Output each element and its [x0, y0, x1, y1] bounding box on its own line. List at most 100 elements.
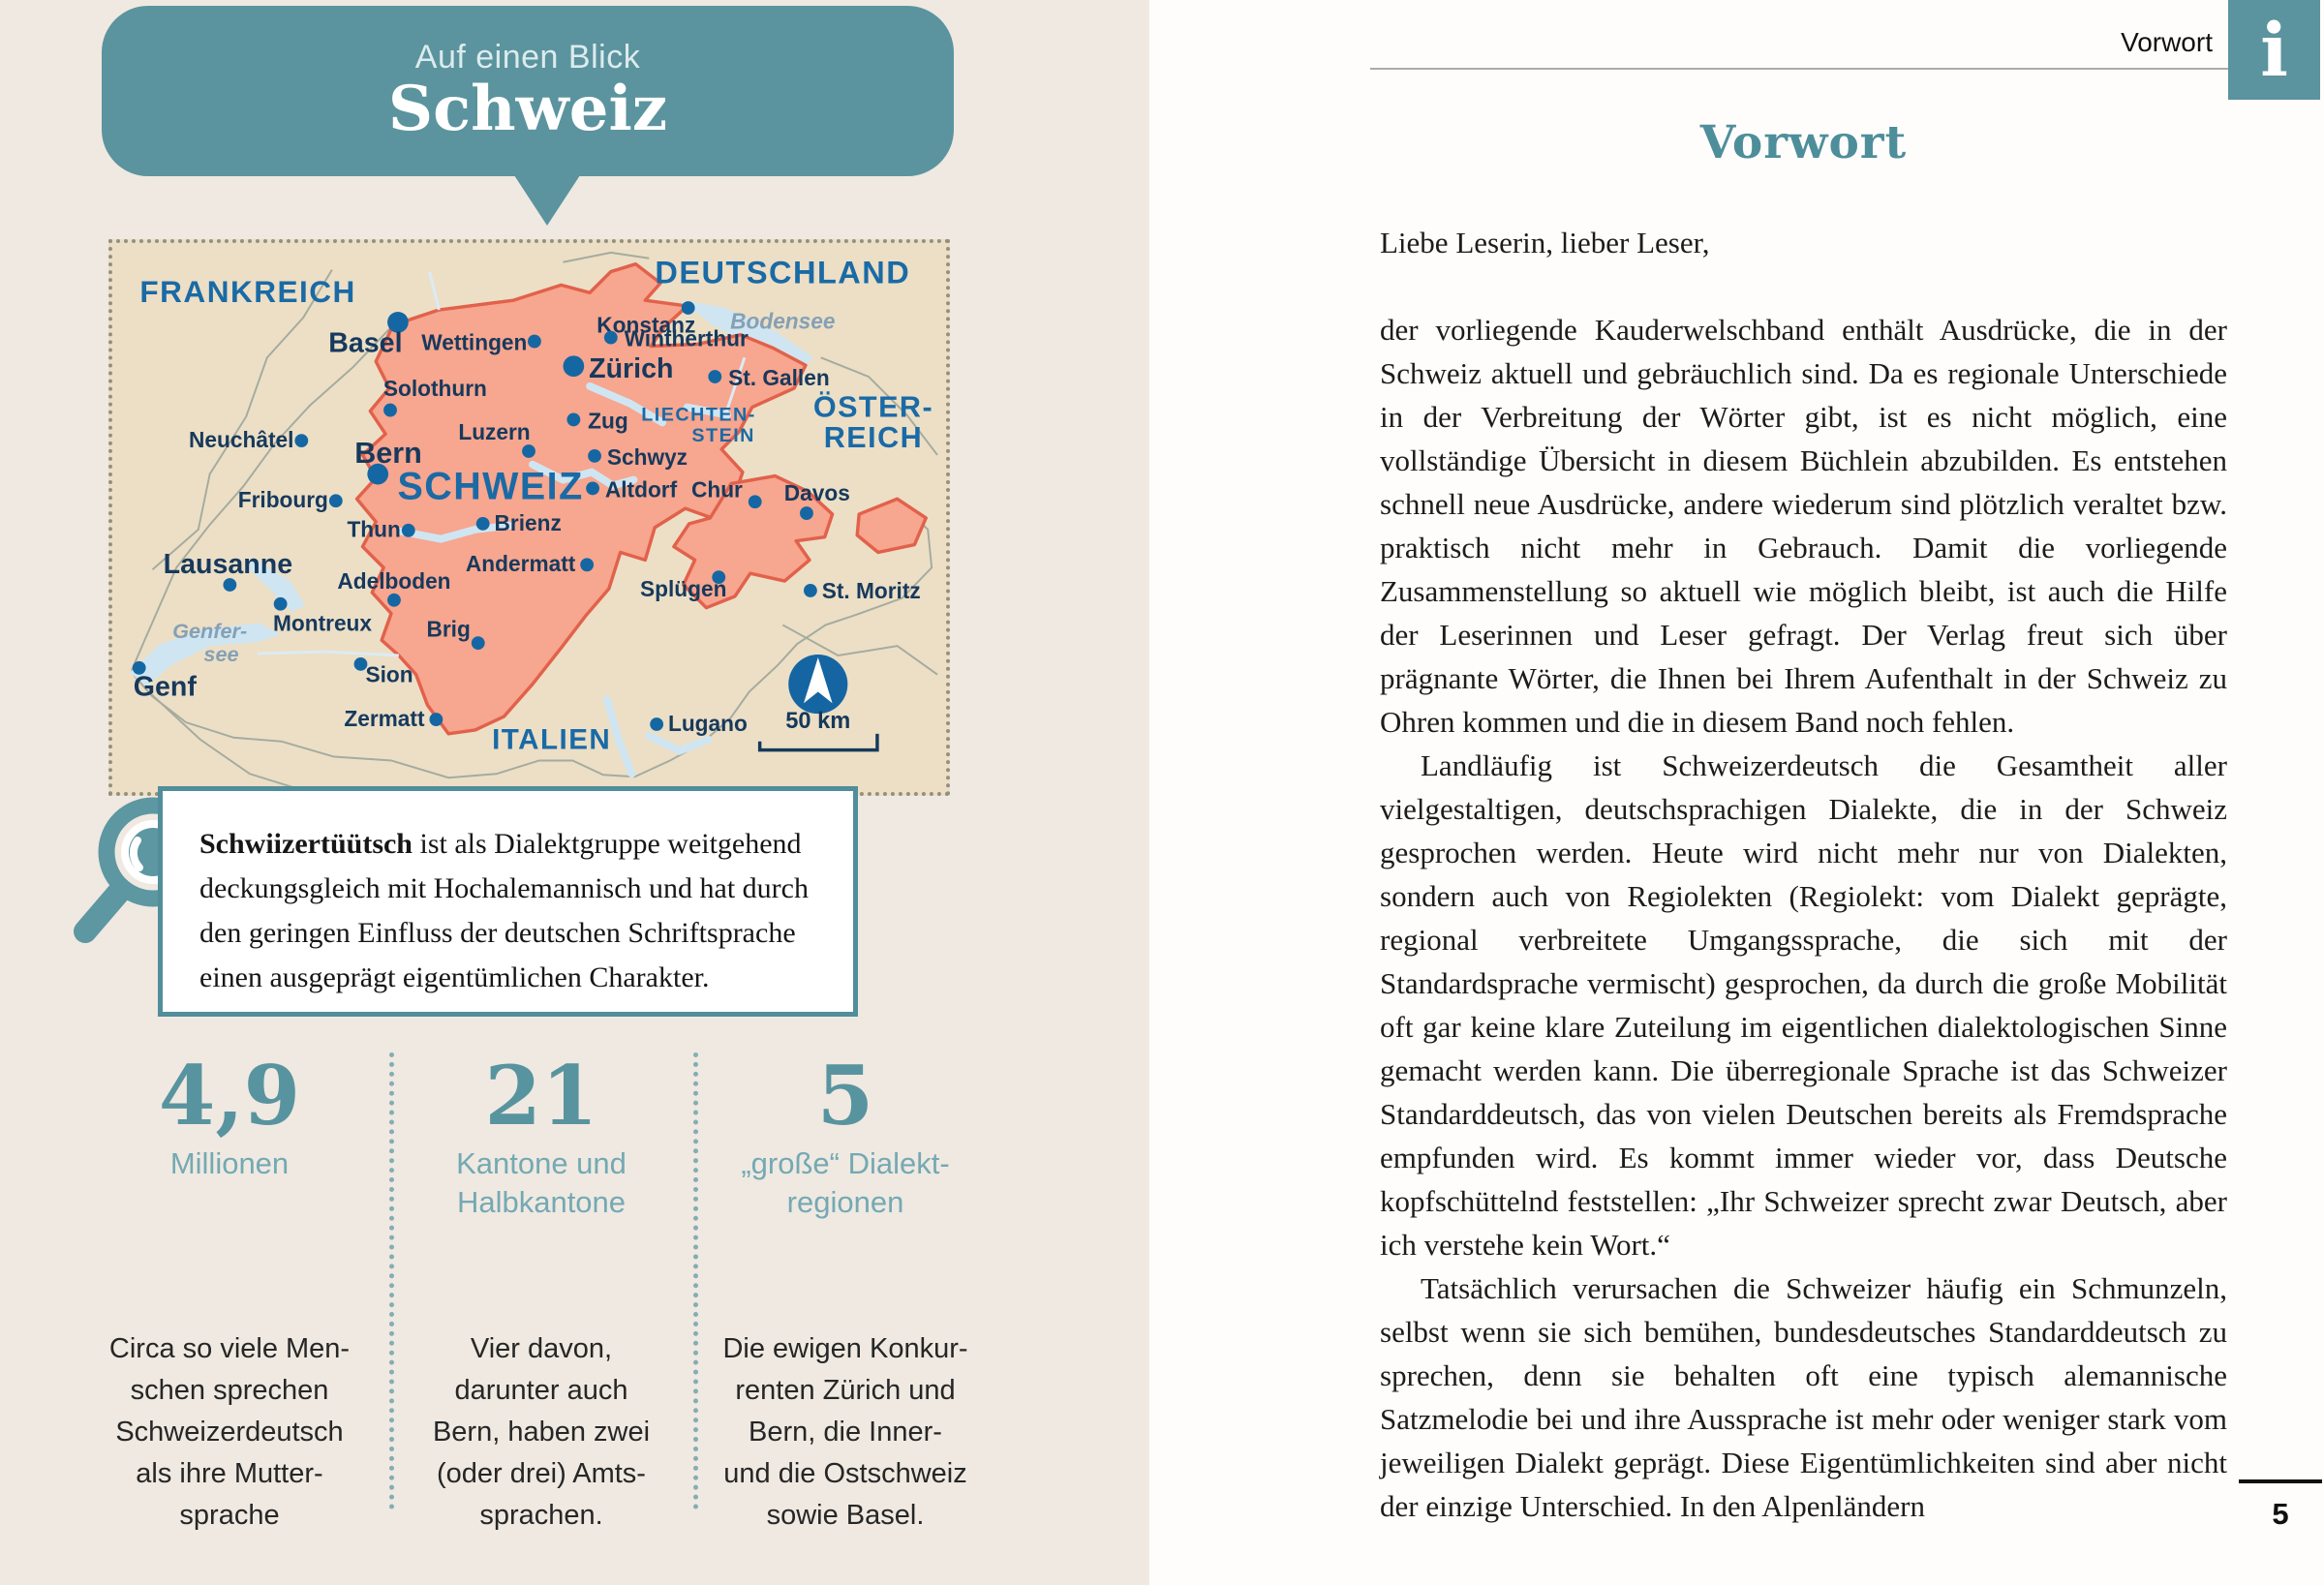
- stat-millions-label: Millionen: [169, 1146, 290, 1180]
- paragraph-1: der vorliegende Kauderwelschband enthält…: [1380, 313, 2227, 739]
- city-label-stmoritz: St. Moritz: [822, 578, 921, 603]
- city-dot-konstanz: [681, 301, 695, 315]
- page-number-rule: [2239, 1479, 2322, 1483]
- stats-divider-1: [389, 1052, 394, 1509]
- stat-dialect-regions-label: „große“ Dialekt-regionen: [741, 1146, 950, 1219]
- city-label-adelboden: Adelboden: [337, 568, 450, 594]
- city-dot-brig: [471, 636, 485, 651]
- city-dot-lausanne: [223, 578, 237, 592]
- bubble-pointer: [514, 175, 580, 226]
- city-dot-zug: [566, 412, 581, 427]
- stat-dialect-regions-value: 5: [816, 1048, 874, 1143]
- city-dot-wettingen: [528, 334, 541, 349]
- city-label-zug: Zug: [588, 408, 628, 433]
- map-label-see: see: [203, 642, 238, 666]
- stat-cantons-description: Vier davon, darunter auch Bern, haben zwei…: [432, 1333, 651, 1531]
- city-label-luzern: Luzern: [458, 419, 530, 444]
- header-bubble: Auf einen Blick Schweiz: [102, 6, 954, 176]
- city-label-solothurn: Solothurn: [383, 376, 487, 401]
- city-label-stgallen: St. Gallen: [728, 365, 830, 390]
- city-dot-basel: [387, 311, 409, 333]
- city-dot-stmoritz: [804, 584, 817, 597]
- map-label-stein: STEIN: [691, 425, 754, 446]
- city-label-altdorf: Altdorf: [605, 476, 678, 502]
- city-label-brienz: Brienz: [495, 510, 562, 535]
- preface-text: Liebe Leserin, lieber Leser, der vorlieg…: [1380, 221, 2227, 1528]
- map-label-reich: REICH: [824, 421, 923, 454]
- city-label-lugano: Lugano: [668, 711, 748, 736]
- city-label-brig: Brig: [426, 616, 470, 641]
- city-label-davos: Davos: [784, 480, 850, 505]
- city-dot-thun: [401, 523, 415, 537]
- city-label-wintherthur: Wintherthur: [625, 325, 749, 351]
- city-dot-zürich: [563, 355, 585, 378]
- stat-millions-value: 4,9: [158, 1048, 301, 1143]
- city-dot-davos: [800, 506, 813, 520]
- header-rule: [1370, 68, 2230, 70]
- city-label-thun: Thun: [347, 517, 400, 542]
- stat-dialect-regions-description: Die ewigen Konkur-renten Zürich und Bern,…: [722, 1333, 968, 1531]
- city-label-genf: Genf: [134, 671, 198, 702]
- page-title: Schweiz: [387, 73, 668, 145]
- salutation: Liebe Leserin, lieber Leser,: [1380, 226, 1710, 259]
- city-dot-altdorf: [586, 481, 599, 496]
- city-dot-montreux: [273, 596, 288, 611]
- map-label-frankreich: FRANKREICH: [139, 274, 355, 309]
- map-label-deutschland: DEUTSCHLAND: [655, 255, 910, 290]
- city-label-chur: Chur: [691, 476, 743, 502]
- city-label-sion: Sion: [365, 662, 413, 687]
- map-label-italien: ITALIEN: [492, 724, 611, 756]
- city-label-zermatt: Zermatt: [344, 706, 425, 731]
- city-dot-neuchtel: [294, 434, 309, 448]
- city-label-splügen: Splügen: [640, 576, 726, 601]
- city-dot-splügen: [712, 570, 726, 585]
- map-scale-label: 50 km: [785, 709, 850, 734]
- chapter-tab: i: [2228, 0, 2320, 100]
- map-label-öster: ÖSTER-: [813, 389, 933, 423]
- map-label-liechten: LIECHTEN-: [641, 404, 755, 425]
- city-dot-luzern: [522, 444, 535, 458]
- running-head: Vorwort: [2121, 27, 2213, 57]
- city-label-zürich: Zürich: [589, 353, 673, 384]
- city-dot-brienz: [475, 517, 490, 531]
- paragraph-3: Tatsächlich verursachen die Schweizer hä…: [1380, 1271, 2227, 1523]
- city-label-montreux: Montreux: [273, 610, 372, 635]
- stat-cantons-label: Kantone und Halbkantone: [456, 1146, 627, 1219]
- map-label-genfer: Genfer-: [172, 619, 247, 643]
- city-dot-solothurn: [383, 403, 397, 417]
- info-icon: i: [2260, 7, 2288, 93]
- compass-north-arrow: [804, 656, 833, 704]
- city-label-fribourg: Fribourg: [238, 487, 328, 512]
- switzerland-map: FRANKREICH DEUTSCHLAND ÖSTER- REICH LIECHTEN…: [108, 239, 950, 796]
- city-dot-bern: [367, 463, 389, 485]
- city-label-bern: Bern: [354, 437, 422, 470]
- info-box-text: ist als Dialektgruppe weitgehend deckung…: [199, 828, 809, 993]
- map-label-schweiz: SCHWEIZ: [397, 465, 583, 507]
- dialect-info-box: Schwiizertüütsch ist als Dialektgruppe w…: [158, 786, 858, 1017]
- stat-millions: 4,9 Millionen: [87, 1055, 372, 1183]
- stat-cantons: 21 Kantone und Halbkantone: [397, 1055, 686, 1222]
- city-dot-schwyz: [588, 448, 601, 463]
- city-dot-sion: [353, 656, 368, 671]
- city-dot-stgallen: [708, 370, 722, 383]
- info-box-lead: Schwiizertüütsch: [199, 828, 413, 860]
- map-label-bodensee: Bodensee: [730, 309, 835, 334]
- paragraph-2: Landläufig ist Schweizerdeutsch die Gesa…: [1380, 748, 2227, 1262]
- stat-cantons-value: 21: [484, 1048, 598, 1143]
- city-dot-chur: [748, 495, 762, 509]
- city-label-basel: Basel: [328, 327, 402, 358]
- city-dot-lugano: [650, 717, 664, 731]
- stat-dialect-regions: 5 „große“ Dialekt-regionen: [695, 1055, 995, 1222]
- city-dot-fribourg: [328, 494, 343, 508]
- map-svg: FRANKREICH DEUTSCHLAND ÖSTER-REICH LIECHTEN…: [129, 251, 938, 792]
- city-dot-wintherthur: [603, 330, 618, 345]
- city-label-andermatt: Andermatt: [466, 551, 576, 576]
- chapter-heading: Vorwort: [1699, 116, 1908, 169]
- page-number: 5: [2272, 1497, 2289, 1531]
- stat-millions-description: Circa so viele Men-schen sprechen Schweiz…: [108, 1333, 351, 1531]
- city-label-lausanne: Lausanne: [164, 549, 292, 580]
- city-dot-genf: [132, 660, 146, 675]
- city-label-wettingen: Wettingen: [421, 329, 527, 354]
- city-dot-zermatt: [429, 713, 443, 726]
- city-label-schwyz: Schwyz: [607, 444, 688, 470]
